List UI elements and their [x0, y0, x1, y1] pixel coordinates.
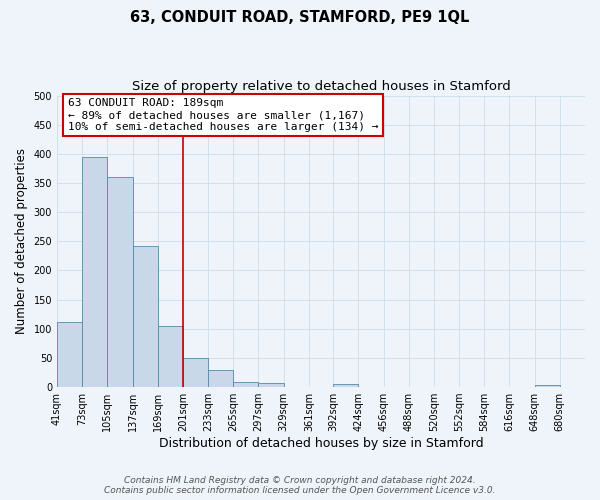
Bar: [107, 177, 133, 387]
Text: Contains HM Land Registry data © Crown copyright and database right 2024.
Contai: Contains HM Land Registry data © Crown c…: [104, 476, 496, 495]
Bar: [82, 158, 107, 387]
Bar: [259, 383, 284, 387]
Bar: [158, 326, 183, 387]
Text: 63 CONDUIT ROAD: 189sqm
← 89% of detached houses are smaller (1,167)
10% of semi: 63 CONDUIT ROAD: 189sqm ← 89% of detache…: [68, 98, 378, 132]
Text: 63, CONDUIT ROAD, STAMFORD, PE9 1QL: 63, CONDUIT ROAD, STAMFORD, PE9 1QL: [130, 10, 470, 25]
Y-axis label: Number of detached properties: Number of detached properties: [15, 148, 28, 334]
Bar: [333, 384, 358, 387]
Bar: [183, 358, 208, 387]
Bar: [208, 370, 233, 387]
Bar: [233, 382, 259, 387]
Bar: [133, 246, 158, 387]
Title: Size of property relative to detached houses in Stamford: Size of property relative to detached ho…: [131, 80, 511, 93]
Bar: [358, 386, 383, 387]
X-axis label: Distribution of detached houses by size in Stamford: Distribution of detached houses by size …: [159, 437, 484, 450]
Bar: [57, 322, 82, 387]
Bar: [535, 385, 560, 387]
